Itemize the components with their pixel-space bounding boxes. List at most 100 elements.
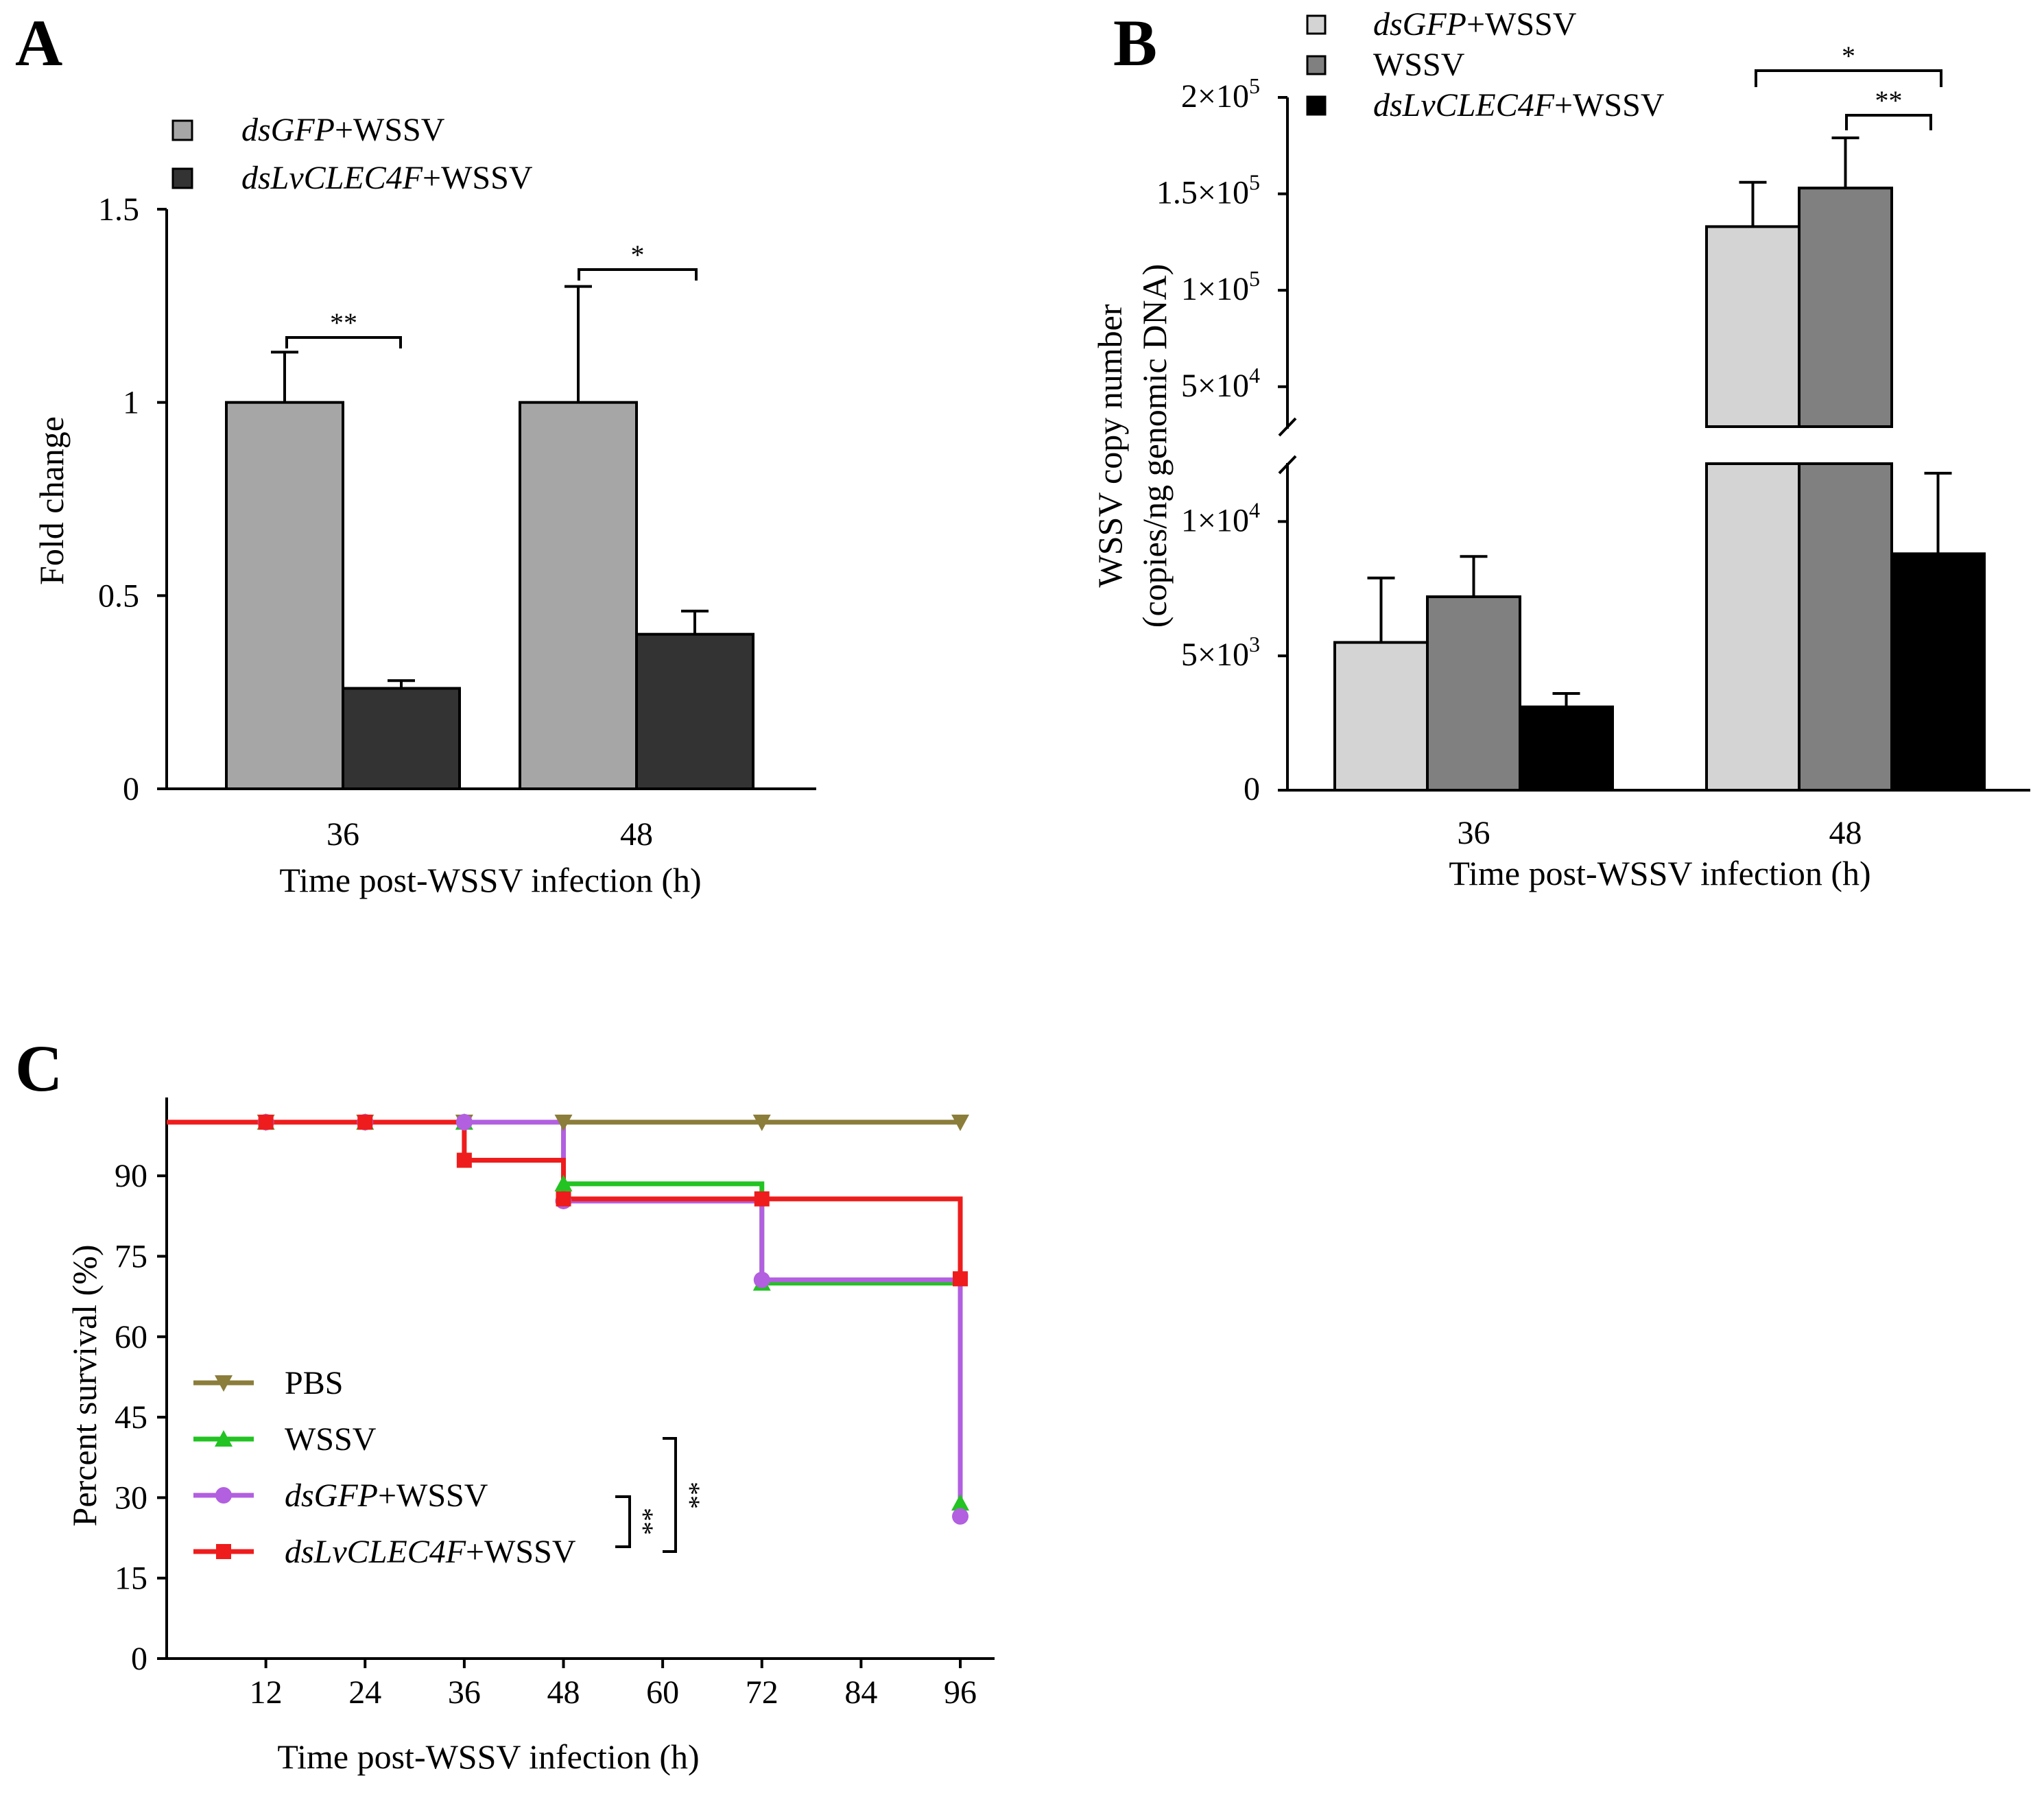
bar-b [1519, 705, 1614, 792]
y-tick-label-b: 1.5×105 [1156, 170, 1260, 211]
significance-bracket-c2 [663, 1437, 677, 1553]
legend-label-c: dsLvCLEC4F+WSSV [285, 1534, 576, 1570]
x-tick-label-c: 84 [844, 1674, 877, 1711]
y-tick-label-a: 1.5 [98, 191, 139, 228]
legend-marker-c [215, 1487, 232, 1504]
survival-point [951, 1494, 969, 1511]
survival-point [258, 1115, 274, 1130]
survival-point [456, 1152, 472, 1168]
axis-break-mark-b [1278, 417, 1297, 437]
x-axis-title-b: Time post-WSSV infection (h) [1449, 854, 1870, 892]
survival-point [556, 1191, 571, 1207]
y-axis-title-b-line2: (copies/ng genomic DNA) [1135, 264, 1174, 628]
legend-swatch-b [1306, 95, 1327, 116]
x-tick-label-a: 36 [326, 816, 359, 853]
legend-swatch-a [171, 167, 193, 189]
legend-marker-c [215, 1430, 233, 1447]
significance-a-36-label: ** [330, 307, 357, 338]
y-tick-label-b: 2×105 [1181, 73, 1260, 115]
x-tick-label-c: 48 [547, 1674, 580, 1711]
legend-label-b: dsGFP+WSSV [1373, 6, 1577, 43]
significance-a-36-line [285, 336, 402, 348]
y-tick-label-b: 5×103 [1181, 632, 1260, 673]
x-tick-label-a: 48 [620, 816, 653, 853]
bar-a [635, 632, 754, 791]
legend-label-b: dsLvCLEC4F+WSSV [1373, 87, 1665, 123]
legend-label-b: WSSV [1373, 47, 1465, 83]
survival-point [951, 1115, 969, 1131]
x-axis-title-c: Time post-WSSV infection (h) [277, 1737, 699, 1776]
bar-b-lower [1705, 462, 1801, 792]
survival-point [357, 1115, 373, 1130]
significance-label-c2: ** [675, 1482, 706, 1509]
y-tick-label-a: 1 [123, 385, 139, 421]
y-axis-title-a: Fold change [32, 416, 71, 585]
survival-point [752, 1115, 771, 1131]
legend-swatch-b [1306, 55, 1327, 75]
y-tick-label-c: 0 [131, 1641, 147, 1677]
bar-a [342, 687, 461, 790]
significance-b-dstar-label: ** [1875, 85, 1903, 116]
axis-break-mark-b [1278, 455, 1297, 475]
significance-b-star-label: * [1842, 40, 1855, 71]
bar-b-lower [1798, 462, 1893, 792]
x-axis-title-a: Time post-WSSV infection (h) [279, 861, 701, 899]
y-tick-label-b: 1×104 [1181, 497, 1260, 538]
legend-swatch-b [1306, 14, 1327, 35]
survival-point [952, 1508, 968, 1525]
x-tick-label-b: 48 [1829, 815, 1862, 851]
legend-label-a: dsGFP+WSSV [241, 112, 445, 148]
y-axis-title-b-line1: WSSV copy number [1091, 304, 1129, 587]
x-tick-label-c: 36 [448, 1674, 481, 1711]
bar-b [1890, 552, 1986, 792]
significance-a-48-label: * [631, 239, 645, 270]
panel-label-b: B [1113, 6, 1157, 80]
y-tick-label-c: 75 [115, 1239, 147, 1275]
legend-marker-c [216, 1544, 231, 1559]
y-tick-label-c: 45 [115, 1399, 147, 1436]
y-tick-label-a: 0 [123, 771, 139, 807]
y-tick-label-a: 0.5 [98, 578, 139, 614]
y-tick-label-b: 1×105 [1181, 266, 1260, 307]
y-tick-label-b: 0 [1244, 771, 1260, 807]
survival-point [554, 1174, 573, 1191]
y-tick-label-c: 90 [115, 1158, 147, 1194]
x-tick-label-b: 36 [1458, 815, 1490, 851]
bar-b [1333, 641, 1429, 792]
legend-label-c: WSSV [285, 1421, 377, 1458]
x-tick-label-c: 60 [646, 1674, 679, 1711]
y-tick-label-c: 60 [115, 1319, 147, 1355]
x-tick-label-c: 24 [348, 1674, 381, 1711]
panel-label-a: A [15, 6, 62, 80]
y-axis-title-c: Percent survival (%) [65, 1245, 104, 1527]
panel-label-c: C [15, 1032, 62, 1105]
significance-label-c1: ** [628, 1508, 659, 1535]
y-tick-label-b: 5×104 [1181, 363, 1260, 404]
legend-swatch-a [171, 119, 193, 141]
x-tick-label-c: 72 [746, 1674, 779, 1711]
legend-marker-c [215, 1375, 233, 1392]
legend-label-a: dsLvCLEC4F+WSSV [241, 160, 533, 196]
bar-a [519, 401, 638, 790]
bar-a [225, 401, 344, 790]
x-tick-label-c: 12 [250, 1674, 283, 1711]
y-tick-label-c: 30 [115, 1480, 147, 1516]
survival-point [455, 1114, 473, 1130]
significance-a-48-line [578, 268, 698, 281]
legend-label-c: PBS [285, 1365, 343, 1401]
significance-bracket-c1 [615, 1495, 631, 1548]
bar-b [1426, 595, 1521, 792]
y-tick-label-c: 15 [115, 1560, 147, 1597]
bar-b-upper [1798, 187, 1893, 428]
survival-point [753, 1271, 770, 1288]
x-tick-label-c: 96 [944, 1674, 977, 1711]
survival-point [953, 1271, 968, 1287]
survival-point [554, 1115, 573, 1131]
survival-line-dsLvCLEC4F+WSSV [167, 1119, 963, 1279]
bar-b-upper [1705, 225, 1801, 428]
significance-b-star-line [1755, 69, 1942, 87]
significance-b-dstar-line [1845, 114, 1932, 130]
survival-point [754, 1191, 770, 1207]
legend-label-c: dsGFP+WSSV [285, 1477, 488, 1514]
